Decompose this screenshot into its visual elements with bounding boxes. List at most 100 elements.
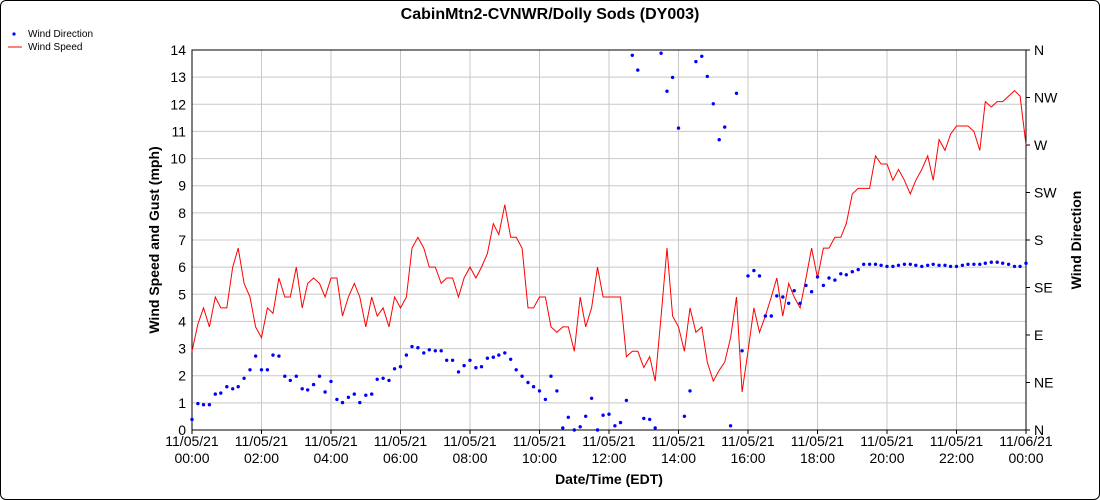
- wind-direction-point: [914, 263, 918, 267]
- wind-direction-point: [259, 368, 264, 372]
- wind-direction-point: [589, 396, 594, 400]
- x-tick-date: 11/05/21: [235, 433, 289, 449]
- wind-direction-point: [566, 415, 570, 419]
- wind-direction-point: [1012, 264, 1017, 269]
- wind-direction-point: [248, 368, 252, 372]
- x-tick-time: 08:00: [452, 450, 487, 466]
- wind-direction-point: [705, 74, 709, 79]
- x-tick-date: 11/05/21: [165, 433, 219, 449]
- wind-direction-point: [694, 59, 698, 64]
- wind-direction-point: [769, 314, 773, 318]
- wind-direction-point: [804, 283, 808, 288]
- wind-direction-point: [926, 263, 930, 267]
- wind-direction-point: [358, 400, 362, 405]
- wind-direction-point: [746, 274, 750, 278]
- x-tick-time: 06:00: [383, 450, 418, 466]
- x-tick-time: 18:00: [800, 450, 835, 466]
- x-tick-time: 14:00: [661, 450, 696, 466]
- wind-direction-point: [537, 389, 542, 393]
- wind-direction-point: [792, 289, 796, 293]
- y2-tick-label: W: [1034, 137, 1048, 153]
- wind-direction-point: [978, 262, 982, 266]
- wind-direction-point: [1024, 261, 1028, 265]
- wind-direction-point: [561, 426, 565, 430]
- wind-direction-point: [468, 358, 472, 362]
- y-tick-label: 3: [178, 341, 186, 357]
- wind-direction-point: [983, 261, 987, 265]
- wind-direction-point: [879, 263, 883, 267]
- x-tick-time: 10:00: [522, 450, 557, 466]
- y-tick-label: 10: [170, 151, 186, 167]
- x-tick-time: 02:00: [244, 450, 279, 466]
- wind-direction-point: [908, 262, 912, 266]
- wind-direction-point: [943, 263, 947, 267]
- wind-direction-point: [896, 263, 901, 267]
- wind-direction-point: [283, 374, 287, 378]
- wind-direction-point: [190, 417, 194, 422]
- wind-direction-point: [531, 385, 536, 389]
- wind-direction-point: [717, 138, 721, 142]
- wind-direction-point: [989, 260, 993, 264]
- wind-speed-line: [191, 90, 1027, 393]
- wind-direction-point: [891, 264, 895, 269]
- wind-direction-point: [787, 301, 791, 305]
- wind-direction-point: [1018, 264, 1022, 269]
- wind-direction-point: [410, 344, 414, 349]
- wind-direction-point: [613, 424, 617, 428]
- wind-direction-point: [624, 398, 629, 403]
- wind-direction-point: [201, 403, 206, 407]
- legend: Wind Direction Wind Speed: [8, 29, 93, 53]
- wind-direction-point: [514, 368, 518, 372]
- wind-direction-point: [572, 428, 576, 432]
- wind-direction-point: [445, 358, 449, 362]
- wind-direction-point: [995, 260, 999, 264]
- wind-direction-point: [549, 374, 553, 378]
- wind-direction-point: [242, 376, 246, 380]
- wind-direction-point: [253, 354, 258, 358]
- wind-direction-point: [885, 264, 889, 269]
- wind-direction-point: [491, 355, 495, 359]
- wind-direction-point: [288, 378, 292, 383]
- y-tick-label: 9: [178, 178, 186, 194]
- wind-direction-point: [311, 382, 316, 387]
- wind-direction-point: [688, 389, 692, 393]
- wind-direction-point: [474, 366, 478, 370]
- x-tick-time: 12:00: [591, 450, 626, 466]
- wind-direction-point: [416, 346, 420, 350]
- wind-direction-point: [937, 263, 941, 267]
- wind-direction-point: [827, 276, 831, 280]
- wind-direction-point: [479, 365, 484, 369]
- wind-direction-point: [196, 401, 200, 406]
- wind-speed-series: [191, 90, 1027, 393]
- y-tick-label: 4: [178, 313, 186, 329]
- y-tick-label: 1: [178, 395, 186, 411]
- wind-direction-point: [682, 414, 687, 418]
- wind-direction-point: [856, 267, 860, 272]
- wind-direction-point: [422, 351, 426, 355]
- wind-direction-point: [700, 54, 704, 58]
- y-tick-label: 6: [178, 259, 186, 275]
- x-tick-time: 22:00: [939, 450, 974, 466]
- wind-direction-point: [723, 125, 727, 129]
- wind-direction-point: [659, 51, 663, 55]
- wind-direction-point: [526, 380, 530, 385]
- y-tick-label: 11: [171, 123, 186, 139]
- y-axis-title: Wind Speed and Gust (mph): [146, 146, 162, 333]
- wind-direction-point: [775, 294, 779, 298]
- wind-direction-point: [323, 390, 327, 394]
- wind-direction-point: [601, 413, 605, 417]
- wind-direction-point: [271, 353, 275, 357]
- x-tick-time: 04:00: [313, 450, 348, 466]
- wind-direction-point: [711, 102, 715, 106]
- y2-axis-ticks: N NE E SE S SW W NW N: [1026, 42, 1058, 438]
- wind-direction-point: [902, 262, 907, 266]
- wind-direction-point: [317, 374, 322, 378]
- wind-direction-point: [433, 349, 437, 353]
- wind-direction-point: [972, 262, 976, 266]
- x-axis-ticks: 11/05/2100:0011/05/2102:0011/05/2104:001…: [165, 430, 1053, 466]
- y2-tick-label: S: [1034, 232, 1043, 248]
- y2-tick-label: NW: [1034, 90, 1058, 106]
- wind-direction-point: [839, 272, 843, 276]
- wind-direction-point: [213, 392, 217, 396]
